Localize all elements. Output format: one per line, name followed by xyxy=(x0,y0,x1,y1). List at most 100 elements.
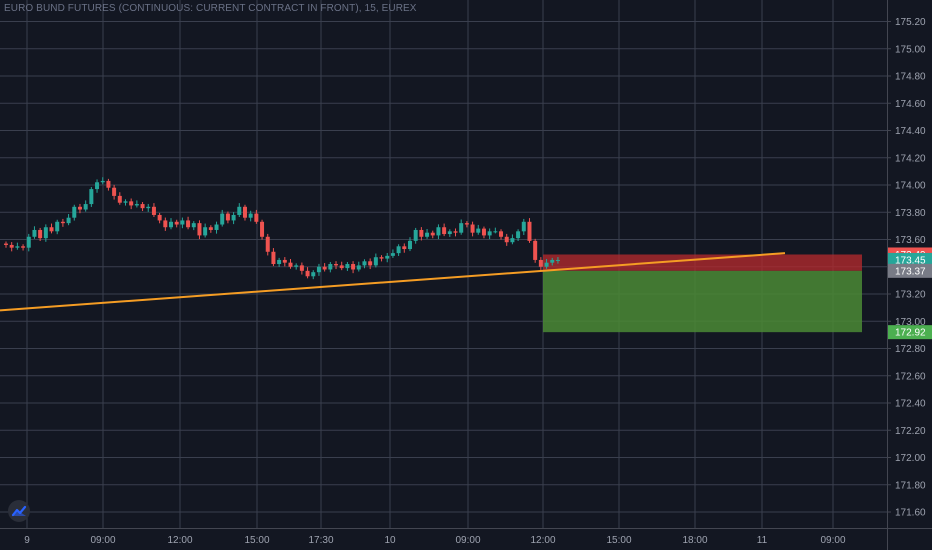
candle-body xyxy=(43,227,48,239)
candle-body xyxy=(510,238,515,243)
candle-body xyxy=(516,231,521,239)
candle-body xyxy=(106,180,111,188)
y-tick-label: 172.60 xyxy=(895,371,926,382)
candle-body xyxy=(396,246,401,254)
candle-body xyxy=(151,206,156,215)
candle-body xyxy=(26,236,31,248)
candle-body xyxy=(191,223,196,228)
price-tag-entry xyxy=(888,263,932,278)
candle-body xyxy=(533,240,538,260)
stop-loss-zone xyxy=(543,254,862,271)
candle-body xyxy=(203,227,208,236)
candle-body xyxy=(265,236,270,252)
candle-body xyxy=(49,227,54,232)
price-tag-label-target: 172.92 xyxy=(895,328,926,339)
candle-body xyxy=(436,227,441,236)
candle-body xyxy=(146,206,151,209)
candle-body xyxy=(208,227,213,230)
candle-body xyxy=(4,243,8,245)
x-tick-label: 10 xyxy=(384,535,396,546)
candle-body xyxy=(140,204,145,209)
candle-body xyxy=(550,259,555,263)
y-tick-label: 173.60 xyxy=(895,235,926,246)
candle-body xyxy=(294,265,299,267)
y-tick-label: 171.80 xyxy=(895,480,926,491)
y-tick-label: 173.20 xyxy=(895,290,926,301)
candle-body xyxy=(373,257,378,266)
candle-body xyxy=(225,213,230,221)
x-tick-label: 17:30 xyxy=(308,535,333,546)
candle-body xyxy=(368,261,373,266)
candle-body xyxy=(83,204,88,210)
candle-body xyxy=(15,246,20,248)
take-profit-zone xyxy=(543,270,862,333)
candle-body xyxy=(100,180,105,183)
candle-body xyxy=(334,264,339,266)
candle-body xyxy=(299,265,304,271)
candle-body xyxy=(356,265,361,270)
candle-body xyxy=(328,264,333,270)
candle-body xyxy=(385,255,390,259)
candle-body xyxy=(89,189,94,205)
candle-body xyxy=(316,266,321,273)
candle-body xyxy=(487,231,492,236)
candle-body xyxy=(242,206,247,218)
price-tag-current xyxy=(888,252,932,267)
candle-body xyxy=(351,264,356,270)
x-tick-label: 15:00 xyxy=(606,535,631,546)
candle-body xyxy=(21,246,26,248)
trendline xyxy=(0,252,786,312)
candle-body xyxy=(504,236,509,243)
candle-body xyxy=(214,224,219,230)
candle-body xyxy=(72,206,77,218)
candle-body xyxy=(95,182,100,190)
candle-body xyxy=(453,231,458,233)
x-tick-label: 9 xyxy=(24,535,30,546)
candle-body xyxy=(197,223,202,236)
candle-body xyxy=(9,244,14,248)
candle-body xyxy=(481,228,486,236)
y-tick-label: 174.20 xyxy=(895,153,926,164)
candle-body xyxy=(430,232,435,236)
x-tick-label: 09:00 xyxy=(90,535,115,546)
y-tick-label: 174.00 xyxy=(895,181,926,192)
candle-body xyxy=(157,214,162,221)
price-tag-target xyxy=(888,325,932,340)
x-tick-label: 09:00 xyxy=(820,535,845,546)
candle-body xyxy=(442,227,447,235)
y-tick-label: 172.20 xyxy=(895,426,926,437)
candle-body xyxy=(77,206,82,210)
candle-body xyxy=(55,221,60,232)
y-tick-label: 174.60 xyxy=(895,99,926,110)
candle-body xyxy=(117,195,122,203)
candle-body xyxy=(493,231,498,233)
x-tick-label: 11 xyxy=(757,535,768,546)
x-tick-label: 09:00 xyxy=(455,535,480,546)
y-tick-label: 172.40 xyxy=(895,399,926,410)
candle-body xyxy=(538,259,543,267)
candle-body xyxy=(237,206,242,215)
candle-body xyxy=(470,224,475,233)
candle-body xyxy=(277,259,282,265)
candle-body xyxy=(476,228,481,233)
candle-body xyxy=(163,220,168,228)
candle-body xyxy=(186,220,191,228)
candle-body xyxy=(254,213,259,222)
candle-body xyxy=(390,253,395,256)
candle-body xyxy=(305,270,310,277)
y-tick-label: 175.40 xyxy=(895,0,926,1)
tradingview-logo-icon[interactable] xyxy=(8,500,30,522)
chart-title: EURO BUND FUTURES (CONTINUOUS: CURRENT C… xyxy=(4,3,417,14)
price-tag-label-current: 173.45 xyxy=(895,255,926,266)
candle-body xyxy=(459,223,464,233)
y-tick-label: 172.00 xyxy=(895,453,926,464)
candle-body xyxy=(248,213,253,218)
candle-body xyxy=(220,213,225,225)
candle-body xyxy=(419,229,424,237)
x-tick-label: 12:00 xyxy=(167,535,192,546)
candle-body xyxy=(38,229,43,239)
candle-body xyxy=(271,251,276,265)
candle-body xyxy=(407,240,412,250)
x-tick-label: 18:00 xyxy=(682,535,707,546)
